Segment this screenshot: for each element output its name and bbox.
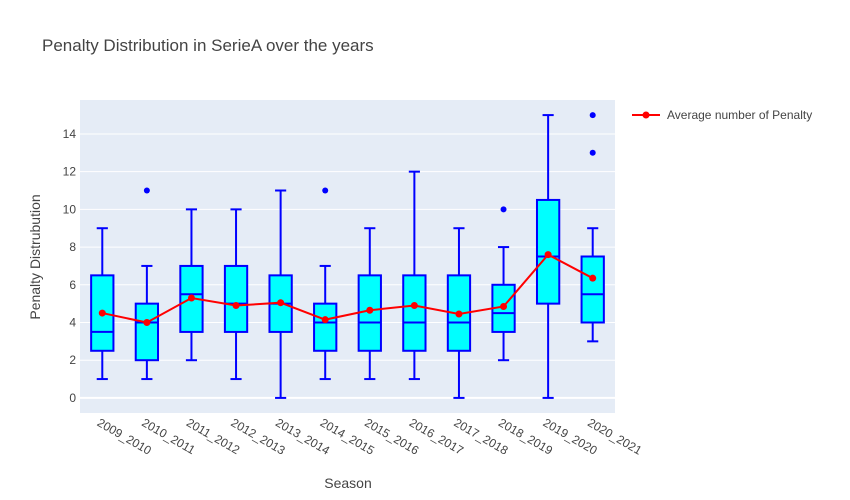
y-tick-label: 8: [69, 240, 76, 254]
average-point[interactable]: [410, 302, 418, 310]
average-point[interactable]: [277, 299, 285, 307]
legend-marker: [642, 111, 650, 119]
chart-title: Penalty Distribution in SerieA over the …: [42, 36, 374, 55]
box-iqr: [313, 302, 338, 352]
average-point[interactable]: [589, 274, 597, 282]
gridlines: [80, 133, 615, 399]
y-tick-label: 12: [63, 165, 77, 179]
outlier-point[interactable]: [589, 112, 596, 119]
average-line-series: [98, 251, 597, 326]
y-tick-label: 0: [69, 391, 76, 405]
outlier-point[interactable]: [322, 187, 329, 194]
outlier-point[interactable]: [500, 206, 507, 213]
box-2010_2011[interactable]: [134, 187, 160, 381]
average-point[interactable]: [321, 316, 329, 324]
outlier-point[interactable]: [143, 187, 150, 194]
box-2016_2017[interactable]: [402, 170, 427, 381]
y-tick-label: 6: [69, 278, 76, 292]
average-point[interactable]: [232, 302, 240, 310]
legend-label: Average number of Penalty: [667, 108, 812, 122]
average-point[interactable]: [98, 309, 106, 317]
x-axis-title: Season: [324, 475, 371, 491]
y-tick-label: 14: [63, 127, 77, 141]
average-point[interactable]: [187, 294, 195, 302]
legend[interactable]: Average number of Penalty: [632, 108, 812, 122]
box-iqr: [402, 274, 427, 352]
box-2020_2021[interactable]: [580, 112, 605, 343]
y-tick-label: 2: [69, 353, 76, 367]
box-iqr: [580, 255, 605, 324]
average-point[interactable]: [455, 310, 463, 318]
y-axis-ticks: 0 2 4 6 8 10 12 14: [63, 127, 77, 405]
average-point[interactable]: [544, 251, 552, 259]
average-point[interactable]: [366, 306, 374, 314]
plot-area: [80, 100, 615, 413]
average-line: [102, 253, 594, 324]
x-axis-ticks: 2009_20102010_20112011_20122012_20132013…: [95, 415, 645, 457]
y-tick-label: 10: [63, 202, 77, 216]
y-tick-label: 4: [69, 315, 76, 329]
y-axis-title: Penalty Distrubution: [27, 194, 43, 319]
box-iqr: [134, 302, 160, 362]
average-point[interactable]: [143, 318, 151, 326]
box-iqr: [223, 264, 249, 333]
outlier-point[interactable]: [589, 149, 596, 156]
box-2014_2015[interactable]: [313, 187, 338, 381]
average-point[interactable]: [500, 302, 508, 310]
